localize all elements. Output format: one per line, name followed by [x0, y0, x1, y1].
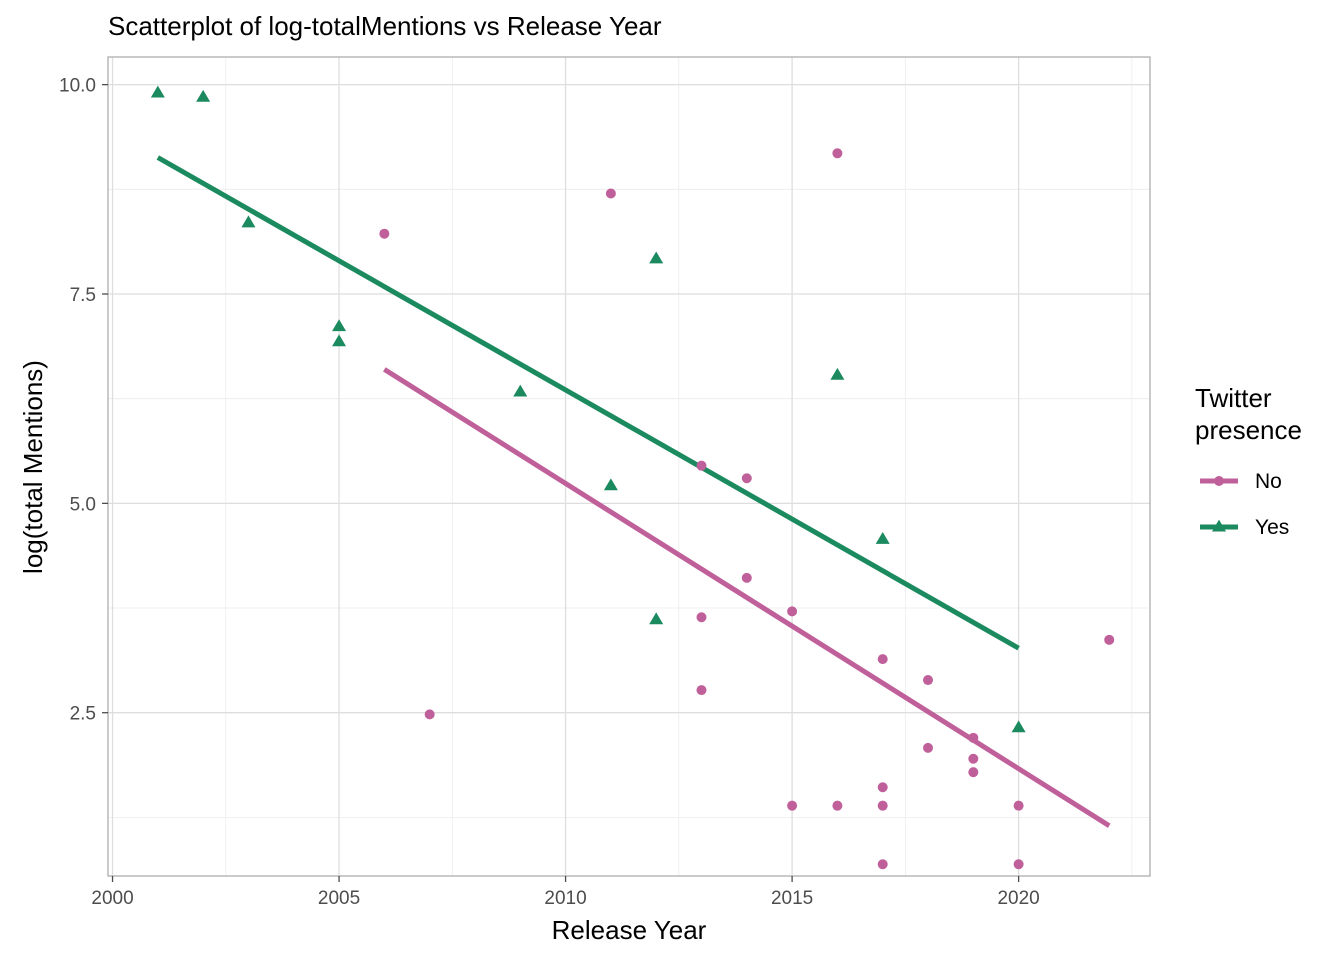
point-no — [787, 606, 798, 617]
point-yes — [875, 531, 890, 544]
point-no — [696, 460, 707, 471]
point-no — [787, 800, 798, 811]
point-no — [741, 473, 752, 484]
x-tick-label: 2015 — [771, 888, 813, 909]
legend-key-marker-no — [1214, 476, 1224, 486]
point-no — [923, 675, 934, 686]
plot-panel — [107, 56, 1151, 877]
legend-title-line-2: presence — [1195, 415, 1302, 445]
x-tick-label: 2020 — [997, 888, 1039, 909]
chart-title: Scatterplot of log-totalMentions vs Rele… — [108, 11, 662, 41]
point-no — [696, 612, 707, 623]
point-yes — [196, 89, 211, 102]
point-no — [968, 753, 979, 764]
point-no — [877, 654, 888, 665]
trend-line-no — [383, 367, 1111, 828]
y-tick-label: 10.0 — [59, 76, 96, 97]
y-axis-ticks: 2.5 5.0 7.5 10.0 — [59, 76, 108, 725]
point-yes — [332, 319, 347, 332]
x-axis-ticks: 2000 2005 2010 2015 2020 — [91, 876, 1040, 909]
x-axis-title: Release Year — [552, 915, 707, 945]
y-tick-label: 7.5 — [70, 285, 96, 306]
point-no — [1013, 859, 1024, 870]
legend: Twitter presence No Yes — [1195, 383, 1302, 539]
trend-line-yes — [156, 155, 1020, 651]
x-tick-label: 2010 — [544, 888, 586, 909]
point-no — [1104, 634, 1115, 645]
y-tick-label: 5.0 — [70, 494, 96, 515]
legend-label-yes: Yes — [1255, 516, 1289, 539]
point-no — [877, 782, 888, 793]
point-no — [877, 859, 888, 870]
point-yes — [830, 367, 845, 380]
point-yes — [332, 334, 347, 347]
y-axis-title: log(total Mentions) — [18, 360, 48, 574]
point-yes — [603, 478, 618, 491]
x-tick-label: 2000 — [91, 888, 133, 909]
point-no — [696, 685, 707, 696]
point-no — [877, 800, 888, 811]
point-no — [741, 572, 752, 583]
point-no — [923, 742, 934, 753]
point-no — [832, 800, 843, 811]
grid — [108, 57, 1150, 876]
point-no — [832, 148, 843, 159]
point-no — [1013, 800, 1024, 811]
point-no — [968, 732, 979, 743]
x-tick-label: 2005 — [318, 888, 360, 909]
point-yes — [513, 384, 528, 397]
legend-title-line-1: Twitter — [1195, 383, 1272, 413]
point-yes — [649, 612, 664, 625]
point-no — [605, 188, 616, 199]
point-no — [968, 767, 979, 778]
y-tick-label: 2.5 — [70, 704, 96, 725]
point-yes — [150, 85, 165, 98]
legend-key-marker-yes — [1212, 519, 1226, 532]
trend-lines — [156, 155, 1111, 828]
point-no — [424, 709, 435, 720]
point-no — [379, 228, 390, 239]
point-yes — [241, 215, 256, 228]
data-points — [150, 85, 1115, 870]
point-yes — [1011, 720, 1026, 733]
legend-label-no: No — [1255, 470, 1282, 493]
point-yes — [649, 251, 664, 264]
